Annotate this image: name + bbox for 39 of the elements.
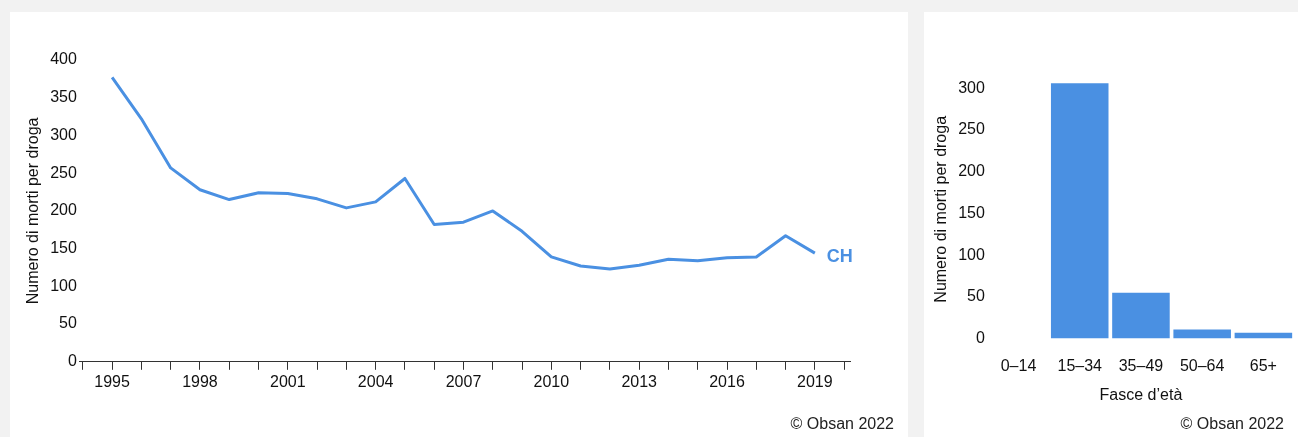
- x-tick-label: 1995: [94, 372, 130, 390]
- bar: [1050, 83, 1109, 339]
- y-tick-label: 300: [50, 125, 77, 143]
- text: © Obsan 2022: [1180, 415, 1284, 433]
- x-tick-label: 1998: [182, 372, 218, 390]
- y-tick-label: 50: [59, 314, 77, 332]
- y-tick-label: 300: [958, 78, 985, 96]
- y-tick-label: 250: [50, 163, 77, 181]
- x-tick-label: 2010: [533, 372, 570, 390]
- y-tick-label: 350: [50, 88, 77, 106]
- bar: [1112, 292, 1170, 339]
- x-axis-title: Fasce d’età: [1099, 385, 1183, 403]
- x-tick-label: 2007: [445, 372, 482, 390]
- y-axis-title: Numero di morti per droga: [932, 115, 950, 303]
- y-tick-label: 400: [50, 50, 77, 68]
- series-label: CH: [826, 246, 853, 267]
- y-tick-label: 150: [50, 239, 77, 257]
- x-tick-label: 2019: [797, 372, 833, 390]
- y-tick-label: 150: [958, 203, 985, 221]
- text: © Obsan 2022: [790, 415, 894, 433]
- y-tick-label: 0: [67, 352, 77, 370]
- x-tick-label: 35–49: [1118, 356, 1164, 374]
- x-tick-label: 0–14: [1000, 356, 1037, 374]
- y-tick-label: 100: [958, 245, 985, 263]
- x-tick-label: 50–64: [1179, 356, 1225, 374]
- y-tick-label: 200: [958, 162, 985, 180]
- y-axis-title: Numero di morti per droga: [24, 117, 42, 305]
- x-tick-label: 2004: [357, 372, 394, 390]
- x-tick-label: 2001: [270, 372, 306, 390]
- y-tick-label: 0: [975, 329, 985, 347]
- y-tick-label: 100: [50, 276, 77, 294]
- x-tick-label: 2016: [709, 372, 745, 390]
- x-tick-label: 2013: [621, 372, 658, 390]
- y-tick-label: 250: [958, 120, 985, 138]
- bar: [1173, 329, 1231, 339]
- y-tick-label: 200: [50, 201, 77, 219]
- x-tick-label: 15–34: [1057, 356, 1103, 374]
- x-tick-label: 65+: [1249, 356, 1277, 374]
- y-tick-label: 50: [967, 287, 985, 305]
